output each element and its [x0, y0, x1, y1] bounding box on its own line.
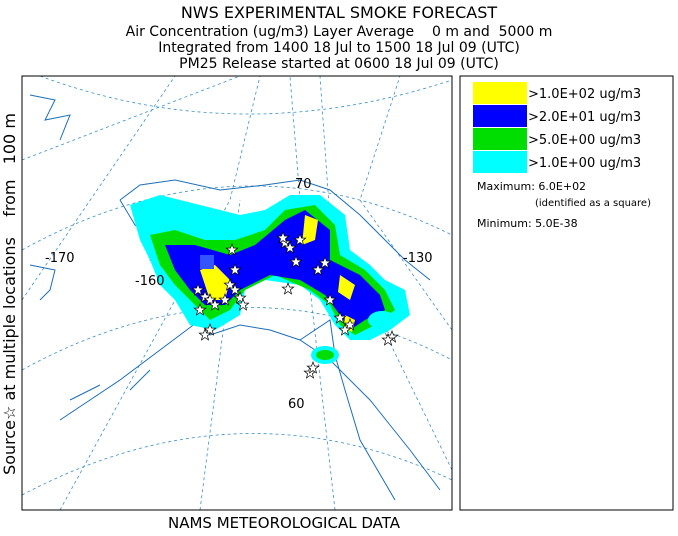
map-label: -170 [45, 251, 75, 266]
maximum-note: (identified as a square) [535, 198, 651, 209]
map: -170 -160 -130 70 60 [21, 75, 453, 511]
map-label: -160 [135, 274, 165, 289]
map-label: 70 [295, 177, 312, 192]
source-star [233, 291, 247, 304]
source-star [193, 303, 207, 316]
source-star [289, 255, 303, 268]
coastline [29, 94, 441, 501]
contour [338, 275, 355, 300]
footer: NAMS METEOROLOGICAL DATA [168, 514, 401, 532]
source-star [311, 263, 325, 276]
legend-frame [459, 75, 674, 511]
source-star [203, 323, 217, 336]
source-star [381, 333, 395, 346]
contour [316, 350, 334, 360]
source-star [323, 293, 337, 306]
legend: Maximum: 6.0E+02 (identified as a square… [459, 75, 674, 511]
source-star [208, 298, 222, 311]
side-label: Source☆ at multiple locations from 100 m [0, 113, 19, 475]
legend-swatch [473, 82, 527, 104]
minimum: Minimum: 5.0E-38 [477, 217, 578, 230]
graticule [22, 76, 452, 510]
source-star [198, 328, 212, 341]
title: NWS EXPERIMENTAL SMOKE FORECAST [181, 3, 498, 22]
source-star [228, 263, 242, 276]
source-star [333, 311, 347, 324]
source-star [223, 278, 237, 291]
legend-swatch [473, 151, 527, 173]
source-star [191, 283, 205, 296]
subtitle: Integrated from 1400 18 Jul to 1500 18 J… [158, 40, 520, 56]
map-label: 60 [288, 397, 305, 412]
source-star [225, 243, 239, 256]
maximum-square [200, 255, 214, 269]
map-label: -130 [403, 251, 433, 266]
legend-swatch [473, 105, 527, 127]
contour [368, 311, 396, 329]
source-star [318, 256, 332, 269]
legend-label: >1.0E+02 ug/m3 [528, 87, 641, 102]
source-star [306, 361, 320, 374]
source-star [293, 233, 307, 246]
legend-label: >5.0E+00 ug/m3 [528, 133, 641, 148]
contour [200, 265, 230, 300]
source-star [236, 298, 250, 311]
source-star [218, 293, 232, 306]
source-star [228, 283, 242, 296]
source-star [203, 293, 217, 306]
subtitle: Air Concentration (ug/m3) Layer Average … [126, 24, 553, 40]
legend-swatch [473, 128, 527, 150]
contour [302, 215, 318, 245]
sources [191, 231, 399, 379]
legend-label: >2.0E+01 ug/m3 [528, 110, 641, 125]
source-star [338, 323, 352, 336]
legend-label: >1.0E+00 ug/m3 [528, 156, 641, 171]
map-frame [21, 75, 453, 511]
source-star [283, 241, 297, 254]
maximum: Maximum: 6.0E+02 [477, 180, 586, 193]
source-star [281, 282, 295, 295]
source-star [343, 318, 357, 331]
source-star [276, 231, 290, 244]
subtitle: PM25 Release started at 0600 18 Jul 09 (… [179, 56, 499, 72]
